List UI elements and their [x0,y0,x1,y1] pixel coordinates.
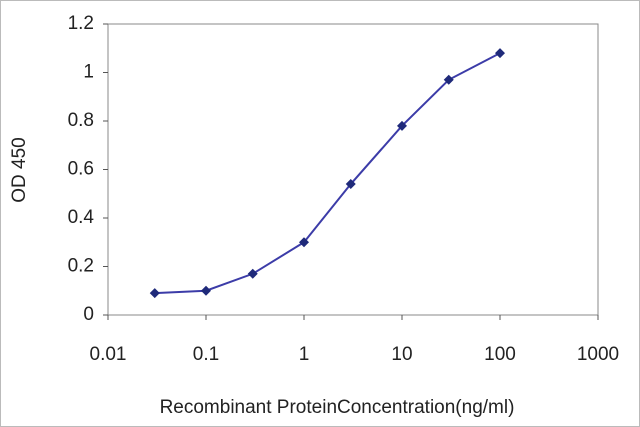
y-axis-label: OD 450 [9,137,30,202]
marker [299,237,309,248]
x-tick-label: 0.01 [90,344,127,365]
line [154,52,501,295]
marker [149,288,160,299]
plot-area [107,23,599,316]
marker [345,179,356,190]
x-tick-label: 1000 [577,344,619,365]
x-tick-label: 100 [484,344,516,365]
y-tick-label: 0.6 [68,159,94,180]
y-tick-label: 0.8 [68,110,94,131]
marker [397,120,407,131]
y-tick-label: 0 [83,304,94,325]
marker [443,74,454,85]
y-tick-label: 0.2 [68,256,94,277]
x-tick-label: 10 [391,344,412,365]
y-tick-label: 1 [83,62,94,83]
y-tick-label: 0.4 [68,207,95,228]
y-tick-label: 1.2 [68,13,94,34]
marker [495,48,505,59]
x-axis-label: Recombinant ProteinConcentration(ng/ml) [160,397,515,418]
x-tick-label: 1 [299,344,310,365]
marker [247,268,258,279]
x-tick-label: 0.1 [193,344,219,365]
marker [201,285,211,296]
